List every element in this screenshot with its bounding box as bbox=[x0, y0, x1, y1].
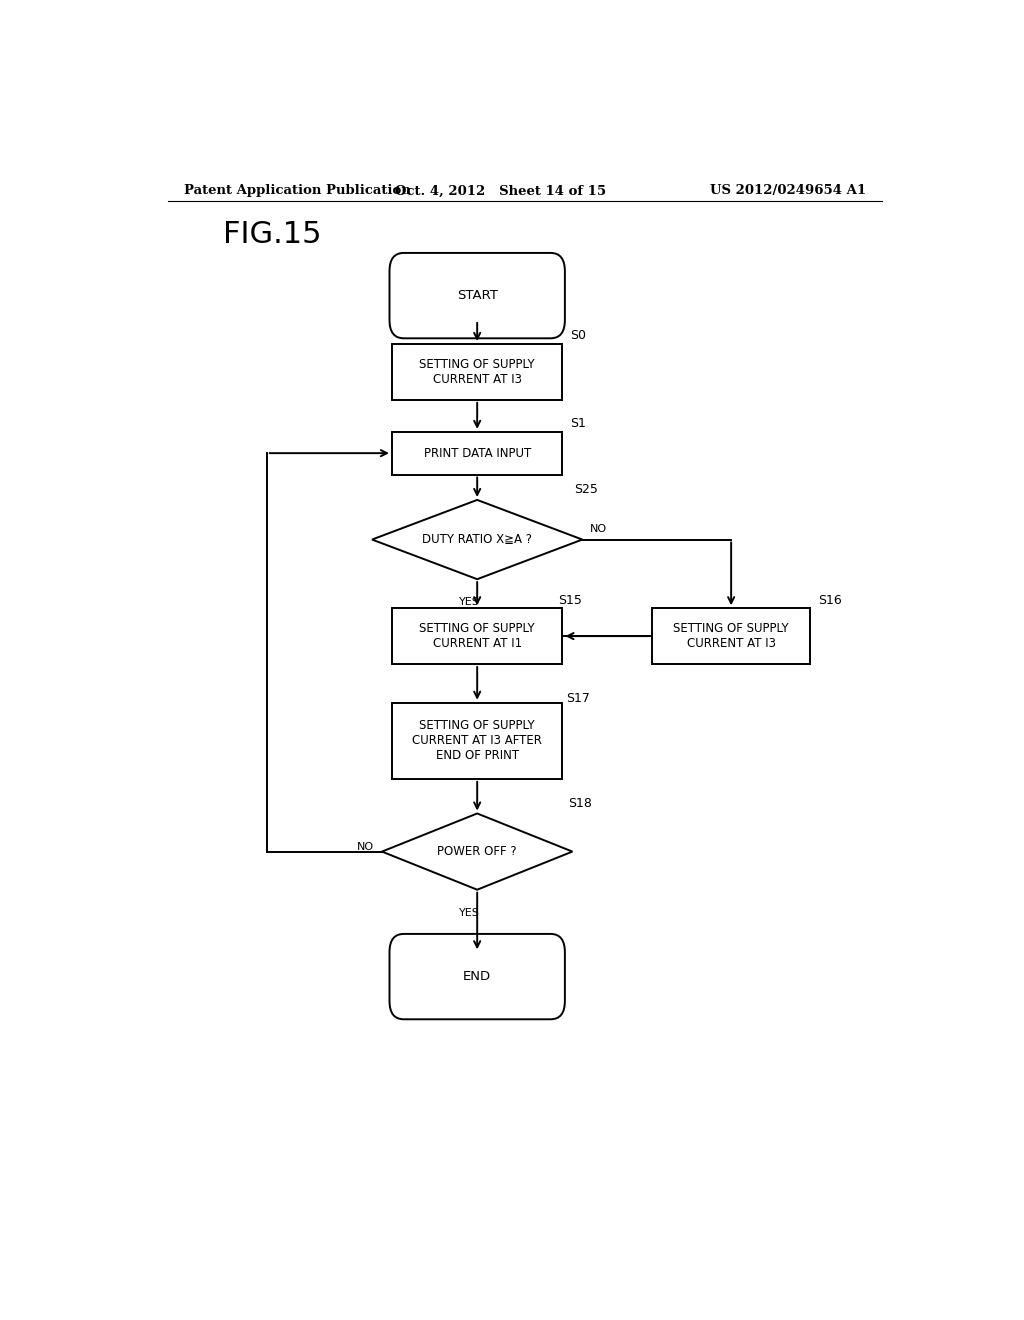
Text: END: END bbox=[463, 970, 492, 983]
Text: S15: S15 bbox=[558, 594, 583, 606]
Polygon shape bbox=[382, 813, 572, 890]
Text: PRINT DATA INPUT: PRINT DATA INPUT bbox=[424, 446, 530, 459]
Text: SETTING OF SUPPLY
CURRENT AT I1: SETTING OF SUPPLY CURRENT AT I1 bbox=[420, 622, 535, 651]
Text: YES: YES bbox=[459, 908, 479, 917]
Text: SETTING OF SUPPLY
CURRENT AT I3 AFTER
END OF PRINT: SETTING OF SUPPLY CURRENT AT I3 AFTER EN… bbox=[413, 719, 542, 762]
Bar bbox=[652, 609, 811, 664]
Text: S18: S18 bbox=[568, 797, 592, 809]
Text: START: START bbox=[457, 289, 498, 302]
FancyBboxPatch shape bbox=[389, 253, 565, 338]
Text: YES: YES bbox=[459, 598, 479, 607]
Text: NO: NO bbox=[357, 842, 374, 851]
Text: S1: S1 bbox=[570, 417, 587, 430]
FancyBboxPatch shape bbox=[389, 935, 565, 1019]
Text: US 2012/0249654 A1: US 2012/0249654 A1 bbox=[710, 185, 866, 198]
Text: POWER OFF ?: POWER OFF ? bbox=[437, 845, 517, 858]
Bar bbox=[392, 702, 562, 779]
Text: S16: S16 bbox=[818, 594, 842, 606]
Text: NO: NO bbox=[590, 524, 607, 535]
Text: SETTING OF SUPPLY
CURRENT AT I3: SETTING OF SUPPLY CURRENT AT I3 bbox=[420, 358, 535, 385]
Text: FIG.15: FIG.15 bbox=[223, 220, 322, 249]
Text: SETTING OF SUPPLY
CURRENT AT I3: SETTING OF SUPPLY CURRENT AT I3 bbox=[674, 622, 788, 651]
Bar bbox=[392, 432, 562, 474]
Text: S0: S0 bbox=[570, 329, 587, 342]
Bar bbox=[392, 345, 562, 400]
Text: S25: S25 bbox=[574, 483, 598, 496]
Text: Patent Application Publication: Patent Application Publication bbox=[183, 185, 411, 198]
Text: DUTY RATIO X≧A ?: DUTY RATIO X≧A ? bbox=[422, 533, 532, 546]
Text: Oct. 4, 2012   Sheet 14 of 15: Oct. 4, 2012 Sheet 14 of 15 bbox=[395, 185, 606, 198]
Polygon shape bbox=[372, 500, 583, 579]
Text: S17: S17 bbox=[566, 692, 591, 705]
Bar bbox=[392, 609, 562, 664]
